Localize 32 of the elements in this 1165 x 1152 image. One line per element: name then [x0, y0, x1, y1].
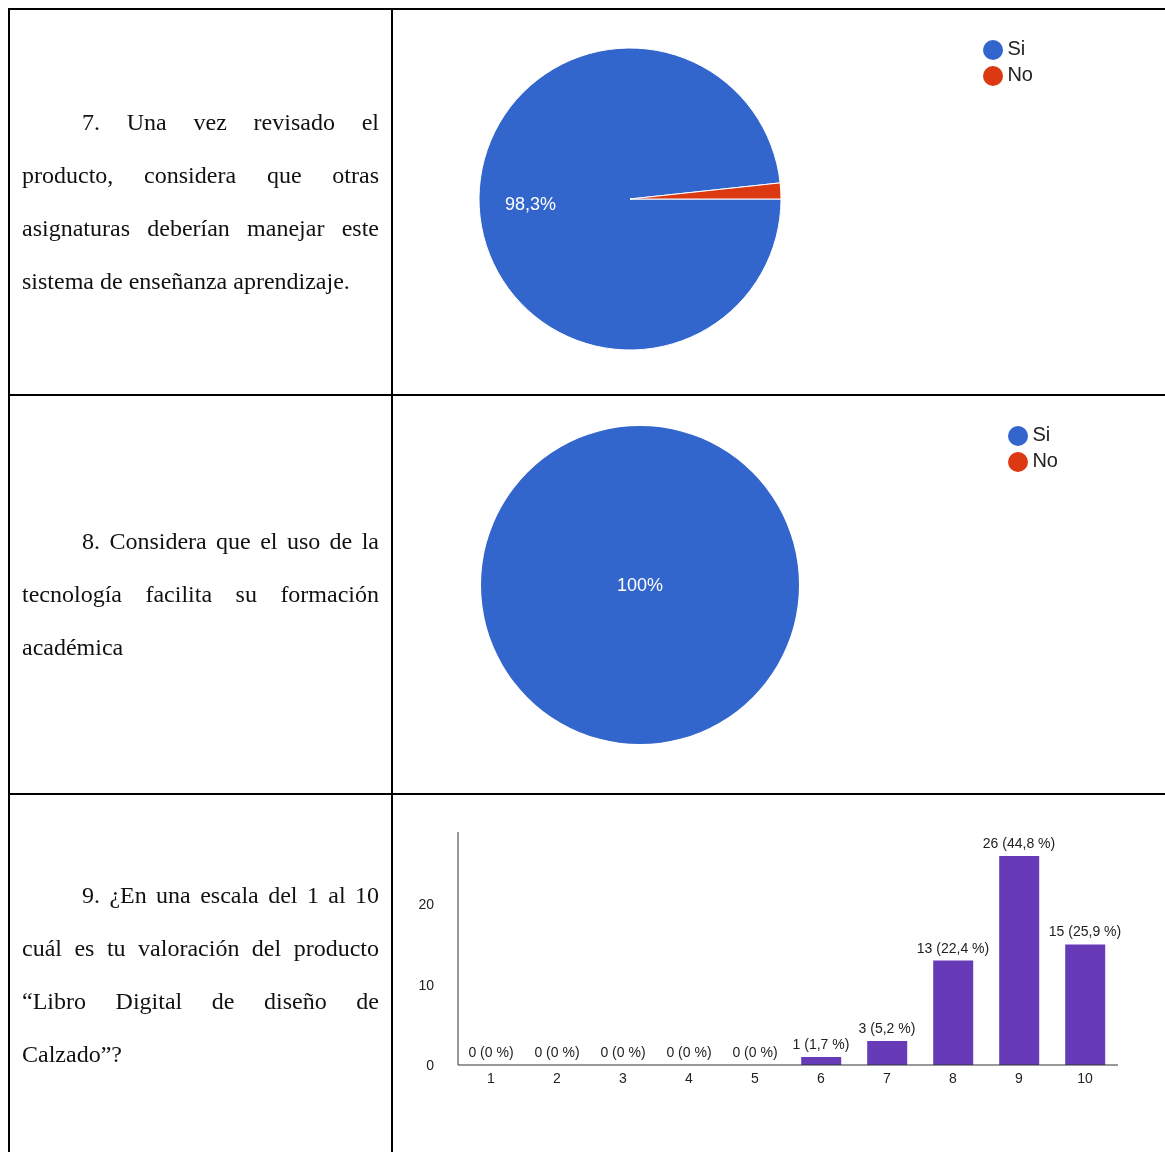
x-tick-label: 9	[1015, 1069, 1024, 1086]
y-tick-label: 0	[426, 1056, 435, 1073]
x-tick-label: 1	[487, 1069, 496, 1086]
data-label: 1 (1,7 %)	[792, 1035, 850, 1052]
text: 9. ¿En una escala del 1 al 10 cuál es tu valoración del producto “Libro Digital de diseño de Calzado”?	[22, 881, 379, 1069]
data-label: 13 (22,4 %)	[916, 939, 990, 956]
data-label: 98,3%	[504, 194, 557, 215]
text: 7. Una vez revisado el producto, considera que otras asignaturas deberían manejar este sistema de enseñanza aprendizaje.	[22, 108, 379, 296]
data-label: 3 (5,2 %)	[858, 1019, 916, 1036]
data-label: 100%	[616, 575, 664, 595]
x-tick-label: 3	[619, 1069, 628, 1086]
legend-label: No	[1007, 63, 1033, 85]
legend-label: No	[1032, 449, 1058, 471]
x-tick-label: 10	[1077, 1069, 1093, 1086]
data-label: 0 (0 %)	[666, 1044, 712, 1060]
data-label: 0 (0 %)	[732, 1044, 778, 1060]
x-tick-label: 4	[685, 1069, 694, 1086]
x-tick-label: 6	[817, 1069, 826, 1086]
legend-label: Si	[1007, 37, 1026, 59]
x-tick-label: 8	[949, 1069, 958, 1086]
data-label: 15 (25,9 %)	[1048, 923, 1122, 940]
x-tick-label: 5	[751, 1069, 760, 1086]
y-tick-label: 10	[418, 976, 435, 993]
legend-label: Si	[1032, 423, 1051, 445]
y-tick-label: 20	[418, 896, 435, 913]
text: 8. Considera que el uso de la tecnología facilita su formación académica	[22, 527, 379, 662]
data-label: 0 (0 %)	[468, 1044, 514, 1060]
x-tick-label: 2	[553, 1069, 562, 1086]
data-label: 26 (44,8 %)	[982, 835, 1056, 852]
data-label: 0 (0 %)	[600, 1044, 646, 1060]
data-label: 0 (0 %)	[534, 1044, 580, 1060]
x-tick-label: 7	[883, 1069, 892, 1086]
